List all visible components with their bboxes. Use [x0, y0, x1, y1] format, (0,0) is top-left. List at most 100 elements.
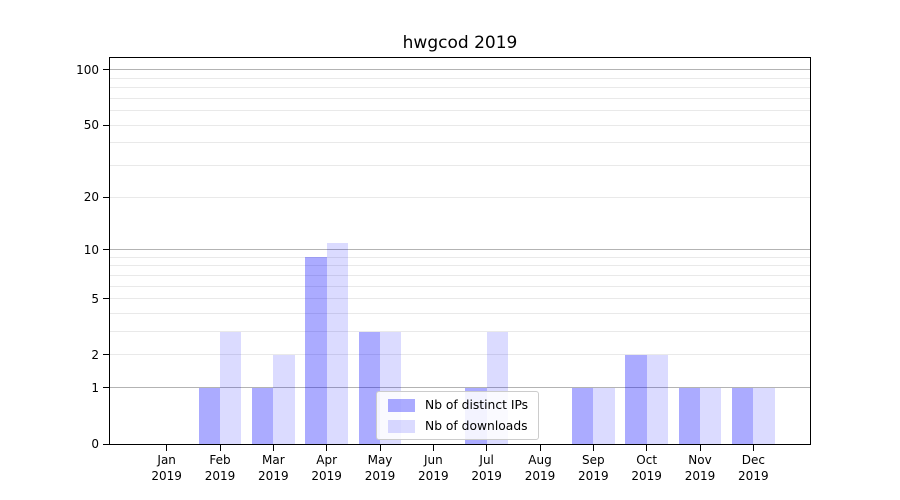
x-tick-label-jun: Jun 2019 [393, 453, 473, 484]
gridline-minor-90 [110, 77, 810, 79]
x-tick-may [379, 445, 381, 451]
x-tick-nov [699, 445, 701, 451]
x-tick-year: 2019 [738, 468, 769, 483]
y-tick-label-100: 100 [76, 62, 99, 77]
legend-swatch-distinct-ips [388, 398, 415, 412]
y-tick-label-1: 1 [91, 380, 99, 395]
x-tick-sep [592, 445, 594, 451]
plot-area: Nb of distinct IPs Nb of downloads [109, 57, 811, 445]
y-tick-label-0: 0 [91, 437, 99, 451]
x-tick-label-nov: Nov 2019 [660, 453, 740, 484]
x-tick-label-oct: Oct 2019 [607, 453, 687, 484]
x-tick-month: Sep [582, 453, 605, 467]
x-tick-label-may: May 2019 [340, 453, 420, 484]
x-tick-apr [326, 445, 328, 451]
x-tick-month: Jan [157, 453, 176, 467]
x-tick-month: May [367, 453, 393, 467]
gridline-minor-5 [110, 298, 810, 300]
gridline-minor-50 [110, 124, 810, 126]
bar-nb-of-distinct-ips-feb [198, 387, 220, 444]
y-tick-100 [103, 69, 110, 71]
bar-nb-of-distinct-ips-dec [732, 387, 754, 444]
gridline-minor-7 [110, 274, 810, 276]
x-tick-label-jul: Jul 2019 [447, 453, 527, 484]
x-tick-aug [539, 445, 541, 451]
legend-swatch-downloads [388, 419, 415, 433]
gridline-major-1 [110, 387, 810, 389]
x-tick-year: 2019 [684, 468, 716, 483]
legend-entry-distinct-ips: Nb of distinct IPs [388, 398, 528, 412]
y-tick-1 [103, 387, 110, 389]
gridline-minor-40 [110, 142, 810, 144]
x-tick-year: 2019 [204, 468, 236, 483]
x-tick-month: Jul [479, 453, 494, 467]
x-tick-feb [219, 445, 221, 451]
gridline-major-10 [110, 249, 810, 251]
gridline-minor-80 [110, 87, 810, 89]
y-tick-5 [103, 298, 110, 300]
gridline-minor-8 [110, 265, 810, 267]
grid-layer [110, 58, 810, 444]
x-tick-month: Mar [262, 453, 285, 467]
bar-nb-of-distinct-ips-mar [252, 387, 274, 444]
y-tick-label-20: 20 [83, 190, 99, 205]
bar-nb-of-downloads-sep [593, 387, 615, 444]
y-tick-label-2: 2 [91, 347, 99, 362]
y-tick-label-10: 10 [83, 242, 99, 257]
x-tick-year: 2019 [524, 468, 556, 483]
gridline-minor-70 [110, 97, 810, 99]
x-tick-label-aug: Aug 2019 [500, 453, 580, 484]
bar-nb-of-distinct-ips-may [358, 331, 380, 444]
x-tick-year: 2019 [364, 468, 396, 483]
bar-nb-of-downloads-apr [326, 242, 348, 444]
gridline-minor-3 [110, 331, 810, 333]
x-tick-month: Nov [688, 453, 712, 467]
bar-nb-of-distinct-ips-apr [305, 257, 327, 444]
gridline-minor-60 [110, 110, 810, 112]
x-tick-year: 2019 [151, 468, 182, 483]
x-tick-year: 2019 [311, 468, 342, 483]
x-tick-label-dec: Dec 2019 [713, 453, 793, 484]
bar-nb-of-distinct-ips-oct [625, 354, 647, 444]
x-tick-jan [166, 445, 168, 451]
y-tick-10 [103, 249, 110, 251]
x-tick-label-mar: Mar 2019 [233, 453, 313, 484]
bar-nb-of-downloads-nov [700, 387, 722, 444]
y-tick-50 [103, 124, 110, 126]
x-tick-year: 2019 [418, 468, 449, 483]
legend-label-distinct-ips: Nb of distinct IPs [425, 398, 529, 412]
y-tick-2 [103, 354, 110, 356]
x-tick-month: Oct [636, 453, 658, 467]
x-tick-oct [646, 445, 648, 451]
gridline-minor-6 [110, 285, 810, 287]
gridline-minor-30 [110, 165, 810, 167]
x-tick-mar [272, 445, 274, 451]
legend: Nb of distinct IPs Nb of downloads [376, 391, 540, 440]
chart-title: hwgcod 2019 [402, 33, 518, 53]
gridline-minor-9 [110, 256, 810, 258]
y-tick-label-50: 50 [83, 118, 99, 133]
y-tick-0 [103, 443, 110, 445]
bar-nb-of-downloads-mar [273, 354, 295, 444]
x-tick-label-sep: Sep 2019 [553, 453, 633, 484]
bar-nb-of-downloads-dec [753, 387, 775, 444]
x-tick-jul [486, 445, 488, 451]
bar-nb-of-downloads-oct [646, 354, 668, 444]
x-tick-month: Jun [423, 453, 443, 467]
gridline-minor-4 [110, 313, 810, 315]
x-tick-year: 2019 [258, 468, 289, 483]
x-tick-year: 2019 [631, 468, 662, 483]
gridline-minor-2 [110, 354, 810, 356]
x-tick-month: Aug [528, 453, 552, 467]
y-tick-label-5: 5 [91, 291, 99, 306]
x-tick-dec [752, 445, 754, 451]
y-tick-20 [103, 196, 110, 198]
bar-nb-of-downloads-feb [220, 331, 242, 444]
x-tick-month: Apr [316, 453, 338, 467]
x-tick-label-apr: Apr 2019 [287, 453, 367, 484]
x-tick-year: 2019 [578, 468, 609, 483]
bars-layer [110, 58, 810, 444]
x-tick-jun [432, 445, 434, 451]
x-tick-month: Feb [209, 453, 231, 467]
